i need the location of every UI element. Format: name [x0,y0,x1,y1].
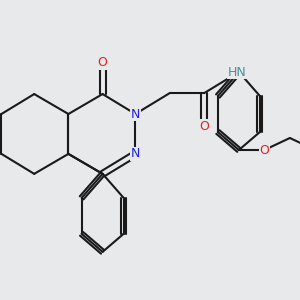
Text: N: N [131,107,140,121]
Text: O: O [260,143,269,157]
Text: O: O [98,56,107,69]
Text: HN: HN [228,65,247,79]
Text: O: O [200,119,209,133]
Text: N: N [131,147,140,161]
